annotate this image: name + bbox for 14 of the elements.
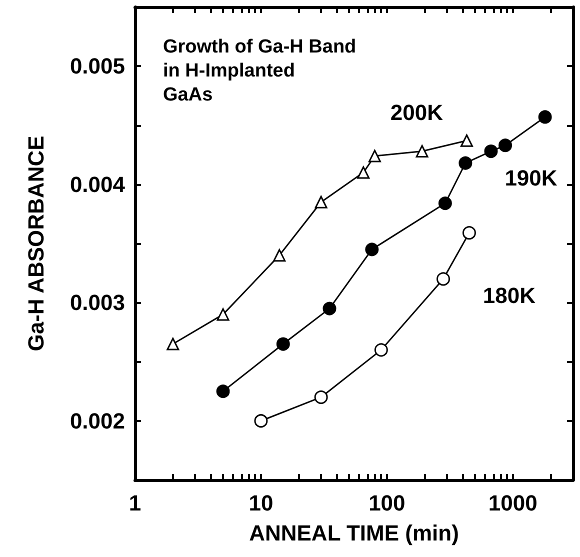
x-tick-label: 100 bbox=[368, 490, 406, 516]
y-tick-label: 0.002 bbox=[70, 408, 125, 434]
y-axis-title: Ga-H ABSORBANCE bbox=[24, 136, 48, 352]
y-tick-label: 0.004 bbox=[70, 172, 126, 197]
x-tick-label: 1000 bbox=[488, 490, 538, 516]
legend-label: 190K bbox=[504, 166, 558, 191]
y-tick-label: 0.003 bbox=[70, 290, 125, 316]
x-axis-title: ANNEAL TIME (min) bbox=[249, 520, 459, 546]
series-label: 200K bbox=[390, 100, 444, 125]
x-tick-label: 1 bbox=[128, 490, 142, 516]
legend-label: 180K bbox=[482, 283, 536, 308]
x-tick-label: 10 bbox=[248, 490, 274, 516]
y-tick-label: 0.005 bbox=[70, 54, 125, 79]
text: Growth of Ga-H Band in H-Implanted GaAs bbox=[163, 36, 356, 106]
